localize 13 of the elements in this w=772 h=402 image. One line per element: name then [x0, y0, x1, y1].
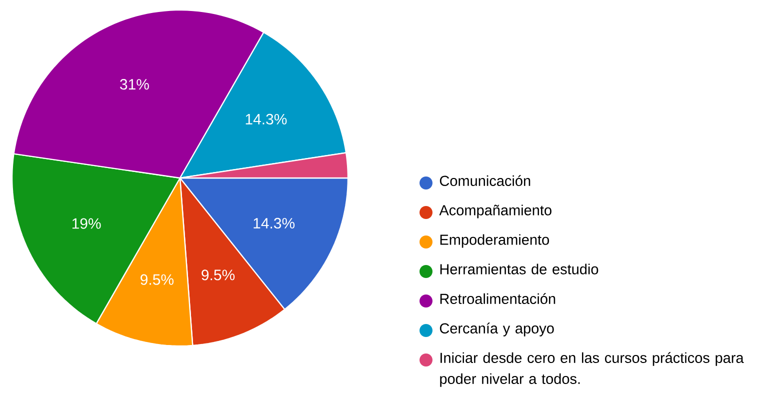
legend-label: Empoderamiento [440, 234, 550, 248]
data-label: 14.3% [254, 218, 295, 229]
data-label: 19% [72, 218, 101, 229]
legend-label: Retroalimentación [440, 293, 556, 304]
legend-label: Comunicación [440, 175, 530, 186]
data-label: 9.5% [202, 270, 235, 280]
legend-label: Acompañamiento [439, 204, 552, 218]
legend-label: Cercanía y apoyo [440, 322, 554, 336]
data-label: 14.3% [246, 114, 287, 124]
data-label: 31% [120, 79, 149, 90]
legend-label: Herramientas de estudio [440, 264, 598, 274]
legend-label: Iniciar desde cero en las cursos prácticos para poder nivelar a todos. [440, 352, 744, 387]
data-label: 9.5% [140, 274, 174, 285]
